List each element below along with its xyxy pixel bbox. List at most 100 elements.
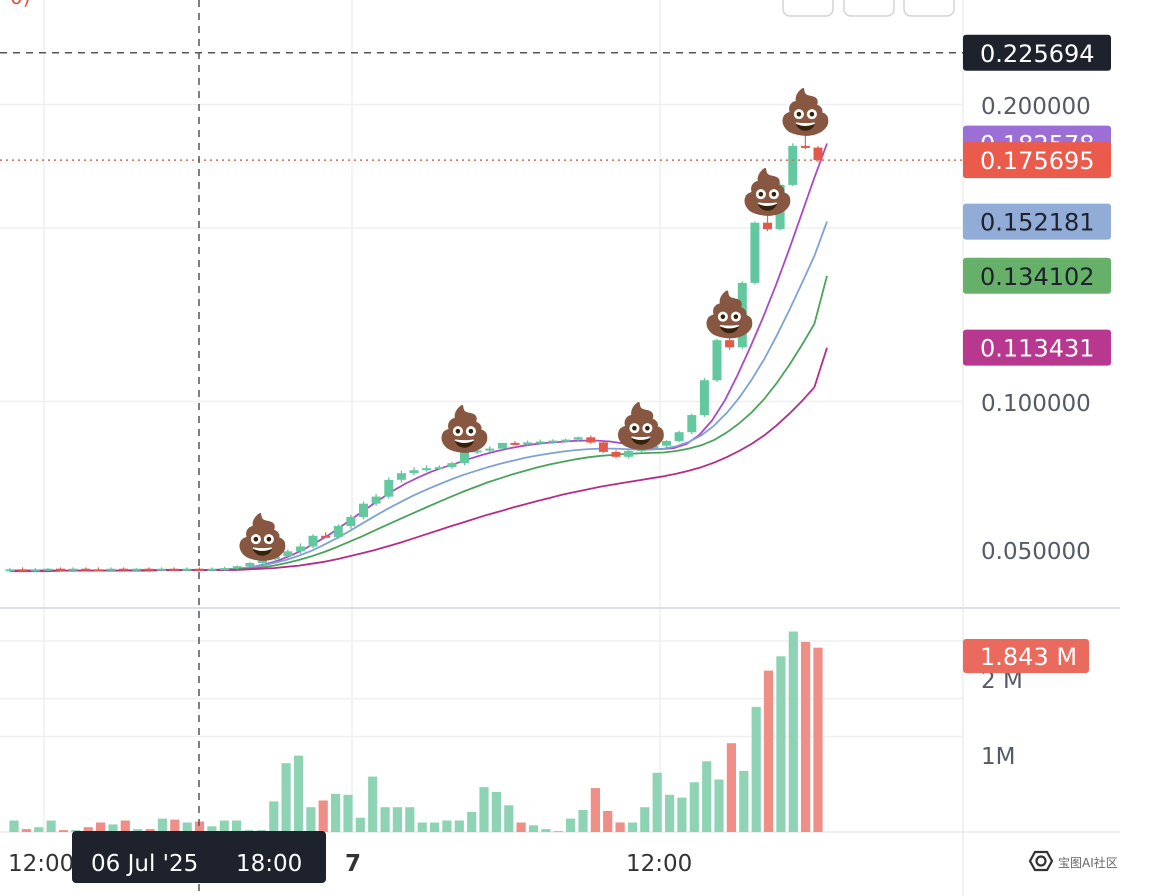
volume-bar	[368, 776, 378, 832]
candle	[232, 565, 242, 570]
candle	[207, 567, 217, 572]
volume-bar	[34, 827, 44, 832]
volume-bar	[83, 827, 93, 832]
price-tag: 0.175695	[963, 142, 1111, 179]
svg-text:0.113431: 0.113431	[980, 335, 1095, 363]
candle	[725, 335, 735, 350]
price-axis-label: 0.050000	[981, 539, 1091, 565]
volume-bar	[355, 817, 365, 832]
poop-emoji-marker: 💩	[778, 87, 833, 138]
volume-bars	[9, 631, 823, 832]
candle	[220, 566, 230, 571]
volume-bar	[467, 811, 477, 832]
toolbar-button-2[interactable]	[843, 0, 895, 17]
volume-bar	[677, 797, 687, 832]
volume-bar	[232, 820, 242, 832]
candle	[485, 446, 495, 453]
volume-bar	[343, 794, 353, 832]
volume-bar	[689, 782, 699, 832]
volume-bar	[541, 829, 551, 832]
volume-bar	[627, 822, 638, 832]
candle	[258, 558, 267, 565]
candle	[535, 439, 545, 445]
volume-bar	[454, 820, 464, 832]
candles	[5, 132, 823, 572]
volume-bar	[120, 820, 130, 832]
time-axis-label: 7	[345, 851, 361, 877]
toolbar-button-1[interactable]	[782, 0, 834, 17]
candle	[68, 567, 78, 572]
poop-emoji-marker: 💩	[437, 404, 492, 455]
volume-bar	[578, 810, 588, 832]
candle	[346, 514, 356, 529]
watermark-text: 宝图AI社区	[1058, 855, 1118, 870]
poop-emoji-marker: 💩	[740, 167, 795, 218]
candle	[93, 567, 103, 572]
candle	[687, 413, 697, 434]
candle	[106, 567, 116, 572]
candle	[422, 465, 432, 472]
price-tags: 0.2256940.1825780.1756950.1521810.134102…	[963, 34, 1111, 673]
candle	[699, 378, 709, 417]
candle	[43, 568, 53, 572]
candle	[30, 568, 40, 572]
candle	[598, 440, 608, 453]
price-axis: 0.200000 0.100000 0.050000	[981, 94, 1091, 565]
candle	[624, 450, 634, 459]
volume-bar	[528, 825, 539, 832]
candle	[169, 567, 179, 571]
time-axis: 12:00 7 12:00	[8, 851, 692, 877]
candle	[270, 553, 280, 562]
volume-bar	[714, 779, 724, 832]
volume-bar	[96, 822, 106, 832]
volume-bar	[430, 822, 440, 832]
candle	[800, 132, 810, 149]
svg-text:0.225694: 0.225694	[980, 40, 1095, 68]
candle	[18, 567, 28, 572]
candle	[321, 532, 331, 539]
toolbar-button-3[interactable]	[903, 0, 955, 17]
candle	[662, 440, 671, 448]
candle	[561, 438, 570, 443]
svg-text:0.175695: 0.175695	[980, 147, 1095, 175]
crosshair-date: 06 Jul '25	[91, 851, 198, 877]
candle	[182, 567, 192, 572]
volume-bar	[726, 743, 736, 832]
candle	[763, 213, 772, 232]
candle	[737, 281, 747, 349]
volume-bar	[194, 821, 205, 832]
volume-bar	[380, 807, 390, 832]
price-tag: 0.152181	[963, 203, 1111, 240]
volume-bar	[553, 831, 563, 832]
price-axis-label: 0.100000	[981, 391, 1091, 417]
candle	[56, 567, 65, 572]
volume-bar	[665, 794, 675, 832]
candle	[636, 447, 646, 453]
candle	[396, 470, 406, 483]
candle	[308, 534, 318, 549]
volume-bar	[392, 807, 402, 832]
volume-bar	[331, 793, 341, 832]
svg-text:0.134102: 0.134102	[980, 263, 1095, 291]
volume-bar	[763, 670, 774, 832]
volume-bar	[442, 820, 452, 832]
volume-bar	[46, 820, 56, 832]
volume-bar	[293, 755, 304, 832]
candle	[510, 441, 520, 446]
poop-emoji-marker: 💩	[235, 512, 290, 563]
emoji-markers: 💩 💩 💩 💩 💩 💩	[235, 87, 833, 563]
candle	[750, 221, 760, 285]
volume-bar	[9, 820, 19, 832]
volume-bar	[702, 761, 712, 832]
price-axis-label: 0.200000	[981, 94, 1091, 120]
volume-bar	[813, 647, 823, 832]
volume-bar	[739, 770, 749, 832]
volume-bar	[590, 788, 600, 832]
candle	[283, 549, 293, 560]
volume-bar	[405, 807, 415, 832]
tradingview-logo-icon[interactable]	[1028, 850, 1054, 872]
candle	[81, 567, 91, 571]
volume-bar	[170, 819, 180, 832]
candle	[144, 567, 154, 571]
